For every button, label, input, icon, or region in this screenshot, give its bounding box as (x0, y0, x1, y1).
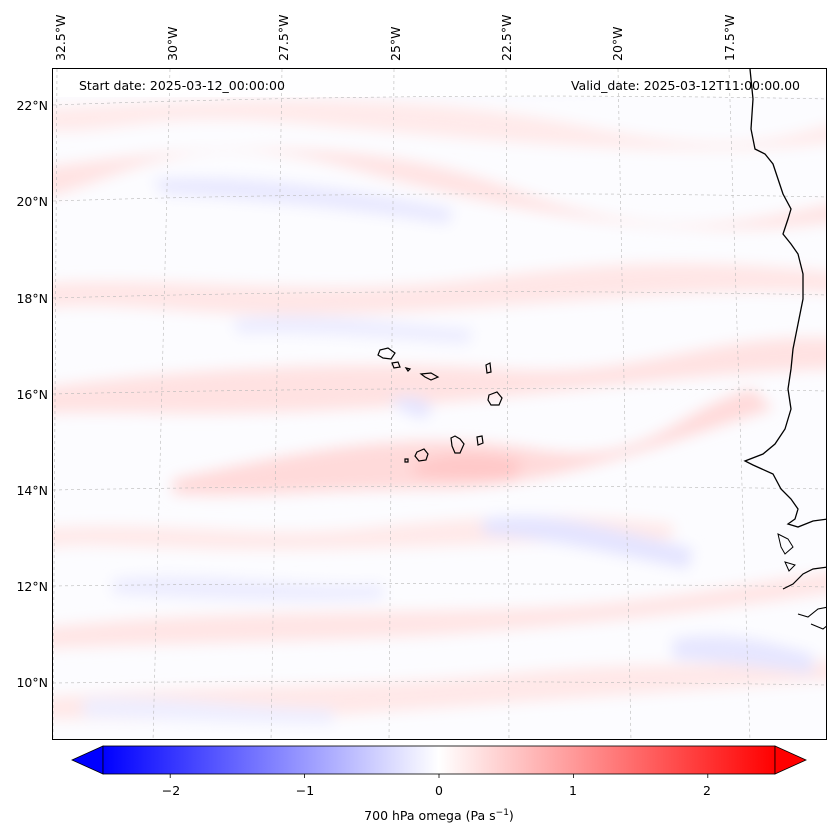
graticule (53, 69, 826, 739)
colorbar-tick-1: 1 (569, 783, 577, 798)
colorbar-tick-minus2: −2 (161, 783, 181, 798)
omega-contours (53, 69, 826, 724)
colorbar-tick-0: 0 (435, 783, 443, 798)
lon-label-20w: 20°W (610, 26, 625, 61)
lat-label-22n: 22°N (16, 98, 48, 113)
colorbar-tick-2: 2 (703, 783, 711, 798)
colorbar-body (102, 745, 776, 775)
lon-label-25w: 25°W (388, 26, 403, 61)
colorbar-units-exponent: −1 (495, 808, 509, 818)
colorbar-units: Pa s (470, 808, 496, 824)
lon-label-27-5w: 27.5°W (276, 14, 291, 61)
lat-label-12n: 12°N (16, 579, 48, 594)
cape-verde-islands (377, 347, 503, 463)
lon-label-17-5w: 17.5°W (722, 14, 737, 61)
lon-label-30w: 30°W (165, 26, 180, 61)
map-panel: Start date: 2025-03-12_00:00:00 Valid_da… (52, 68, 827, 740)
start-date-label: Start date: 2025-03-12_00:00:00 (79, 78, 285, 93)
lat-label-14n: 14°N (16, 483, 48, 498)
lat-label-10n: 10°N (16, 675, 48, 690)
lon-label-32-5w: 32.5°W (53, 14, 68, 61)
omega-field (53, 69, 826, 739)
lat-label-18n: 18°N (16, 291, 48, 306)
colorbar-high-extend (774, 745, 807, 775)
lon-label-22-5w: 22.5°W (499, 14, 514, 61)
valid-date-label: Valid_date: 2025-03-12T11:00:00.00 (570, 78, 800, 93)
colorbar-variable: 700 hPa omega (364, 808, 462, 824)
colorbar (71, 745, 807, 778)
africa-coastline (743, 69, 826, 528)
colorbar-low-extend (71, 745, 104, 775)
lat-label-16n: 16°N (16, 387, 48, 402)
colorbar-tick-minus1: −1 (295, 783, 315, 798)
lat-label-20n: 20°N (16, 194, 48, 209)
colorbar-title: 700 hPa omega (Pa s−1) (364, 808, 514, 824)
